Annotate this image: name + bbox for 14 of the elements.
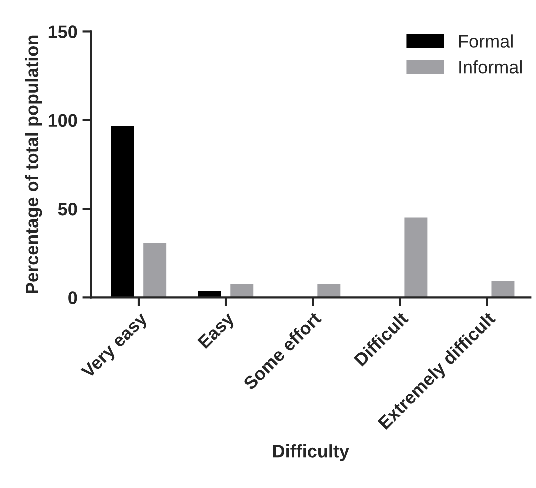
bar — [490, 280, 516, 298]
bar — [229, 282, 256, 298]
y-axis-title: Percentage of total population — [25, 36, 42, 294]
legend-label: Formal — [459, 34, 513, 48]
bar — [403, 216, 430, 298]
legend-label: Informal — [460, 60, 522, 74]
bar — [110, 125, 136, 298]
y-tick-label: 100 — [48, 114, 78, 128]
y-tick-label: 150 — [48, 26, 78, 38]
bar — [316, 282, 342, 298]
y-tick-label: 50 — [58, 202, 78, 216]
bar — [142, 242, 168, 298]
x-axis-title: Difficulty — [273, 444, 350, 462]
y-tick-label: 0 — [68, 292, 78, 304]
